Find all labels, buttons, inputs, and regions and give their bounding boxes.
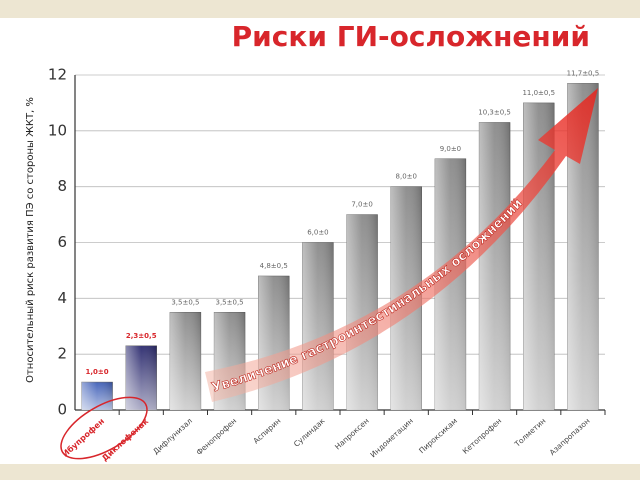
- y-tick-label: 0: [57, 401, 67, 419]
- value-label: 4,8±0,5: [260, 262, 288, 270]
- x-tick-label: Кетопрофен: [461, 416, 504, 456]
- y-tick-label: 10: [48, 121, 67, 139]
- value-label: 6,0±0: [307, 229, 328, 237]
- x-tick-label: Пироксикам: [417, 416, 459, 455]
- x-tick-label: Дифлунизал: [151, 416, 194, 456]
- bar-fade: [479, 122, 511, 410]
- bar-fade: [81, 382, 113, 410]
- y-axis-label: Относительный риск развития ПЭ со сторон…: [25, 97, 36, 383]
- bar-fade: [523, 102, 555, 411]
- x-tick-label: Сулиндак: [292, 416, 327, 449]
- y-tick-label: 4: [57, 289, 67, 307]
- bar-fade: [258, 276, 290, 410]
- arrow-shape: [205, 88, 598, 402]
- x-tick-label: Фенопрофен: [195, 416, 239, 457]
- plot: 024681012Ибупрофен1,0±0Диклофенак2,3±0,5…: [48, 66, 606, 463]
- value-label: 10,3±0,5: [478, 108, 511, 116]
- x-tick-label: Аспирин: [251, 416, 282, 445]
- y-tick-label: 12: [48, 66, 67, 84]
- y-tick-label: 8: [57, 177, 67, 195]
- value-label: 2,3±0,5: [126, 332, 157, 340]
- bar-fade: [302, 242, 334, 410]
- bar-fade: [169, 312, 201, 410]
- highlight-ring: [60, 396, 148, 460]
- value-label: 7,0±0: [351, 201, 372, 209]
- y-tick-label: 6: [57, 233, 67, 251]
- x-tick-label: Индометацин: [368, 416, 415, 459]
- x-tick-label: Ибупрофен: [60, 416, 106, 459]
- chart-title: Риски ГИ-осложнений: [232, 20, 590, 53]
- x-tick-label: Толметин: [512, 416, 547, 449]
- y-tick-label: 2: [57, 345, 67, 363]
- value-label: 11,0±0,5: [522, 89, 555, 97]
- value-label: 1,0±0: [86, 368, 109, 376]
- value-label: 8,0±0: [396, 173, 417, 181]
- x-tick-label: Азапропазон: [548, 416, 592, 457]
- value-label: 3,5±0,5: [171, 298, 199, 306]
- bottom-band: [0, 464, 640, 480]
- value-label: 11,7±0,5: [567, 69, 600, 77]
- value-label: 3,5±0,5: [216, 298, 244, 306]
- value-label: 9,0±0: [440, 145, 461, 153]
- x-tick-label: Напроксен: [333, 416, 371, 451]
- top-band: [0, 0, 640, 18]
